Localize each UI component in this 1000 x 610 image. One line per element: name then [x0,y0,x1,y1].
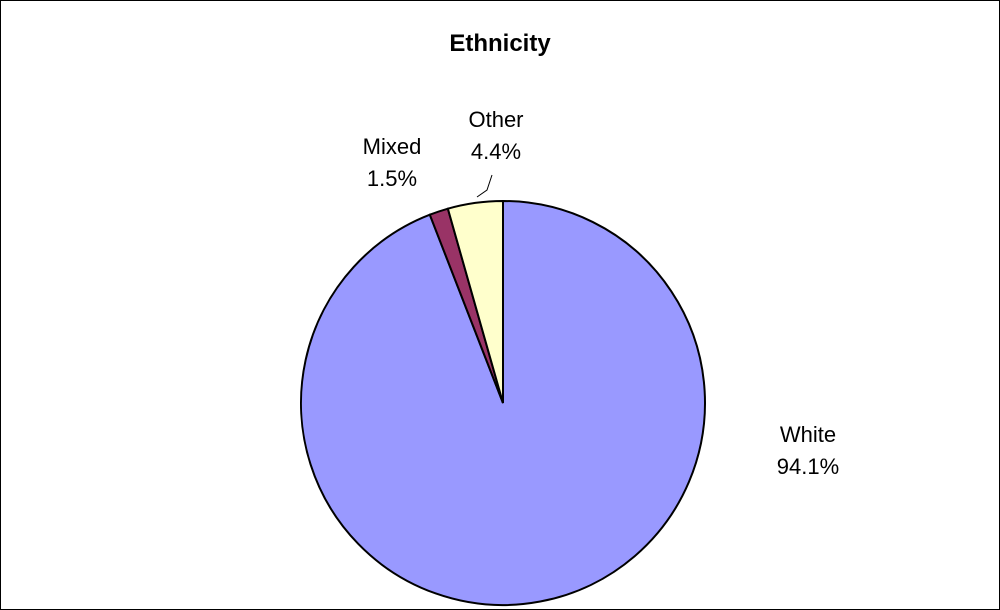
leader-lines [476,174,493,198]
slice-label-other: Other [468,107,523,132]
slice-value-mixed: 1.5% [367,166,417,191]
chart-title: Ethnicity [449,30,551,57]
slice-label-white: White [780,422,836,447]
pie-slices [300,199,706,606]
pie-slice-other [446,199,504,404]
leader-line-other [476,174,493,198]
slice-value-white: 94.1% [777,454,839,479]
slice-labels: White 94.1% Mixed 1.5% Other 4.4% [363,107,840,479]
slice-value-other: 4.4% [471,139,521,164]
slice-label-mixed: Mixed [363,134,422,159]
